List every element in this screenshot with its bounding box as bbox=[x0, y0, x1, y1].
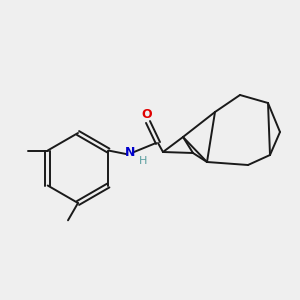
Text: H: H bbox=[139, 156, 147, 166]
Text: O: O bbox=[142, 107, 152, 121]
Text: N: N bbox=[125, 146, 135, 158]
